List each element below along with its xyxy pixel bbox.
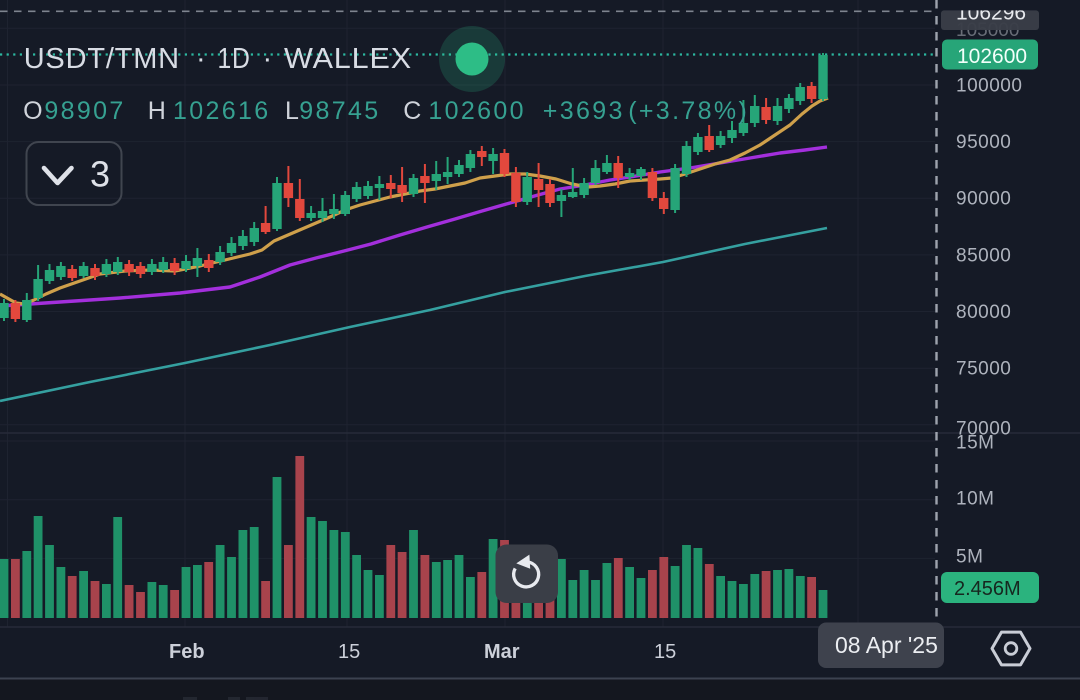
svg-text:85000: 85000 xyxy=(956,245,1011,266)
svg-text:100000: 100000 xyxy=(956,76,1022,97)
svg-text:80000: 80000 xyxy=(956,302,1011,323)
svg-text:10M: 10M xyxy=(956,489,994,510)
svg-text:15: 15 xyxy=(654,641,676,663)
svg-text:3: 3 xyxy=(90,154,110,195)
svg-text:90000: 90000 xyxy=(956,189,1011,210)
svg-text:15M: 15M xyxy=(956,433,994,454)
svg-text:106296: 106296 xyxy=(956,2,1026,25)
svg-text:Feb: Feb xyxy=(169,641,205,663)
svg-text:70000: 70000 xyxy=(956,419,1011,440)
svg-text:15: 15 xyxy=(338,641,360,663)
svg-text:USDT/TMN·1D·WALLEX: USDT/TMN · 1D · WALLEX xyxy=(24,43,412,75)
svg-text:102600: 102600 xyxy=(957,45,1027,68)
svg-text:08 Apr '25: 08 Apr '25 xyxy=(835,632,938,658)
svg-text:2.456M: 2.456M xyxy=(954,578,1021,600)
svg-text:5M: 5M xyxy=(956,547,983,568)
svg-text:75000: 75000 xyxy=(956,359,1011,380)
svg-text:95000: 95000 xyxy=(956,132,1011,153)
svg-text:Mar: Mar xyxy=(484,641,520,663)
